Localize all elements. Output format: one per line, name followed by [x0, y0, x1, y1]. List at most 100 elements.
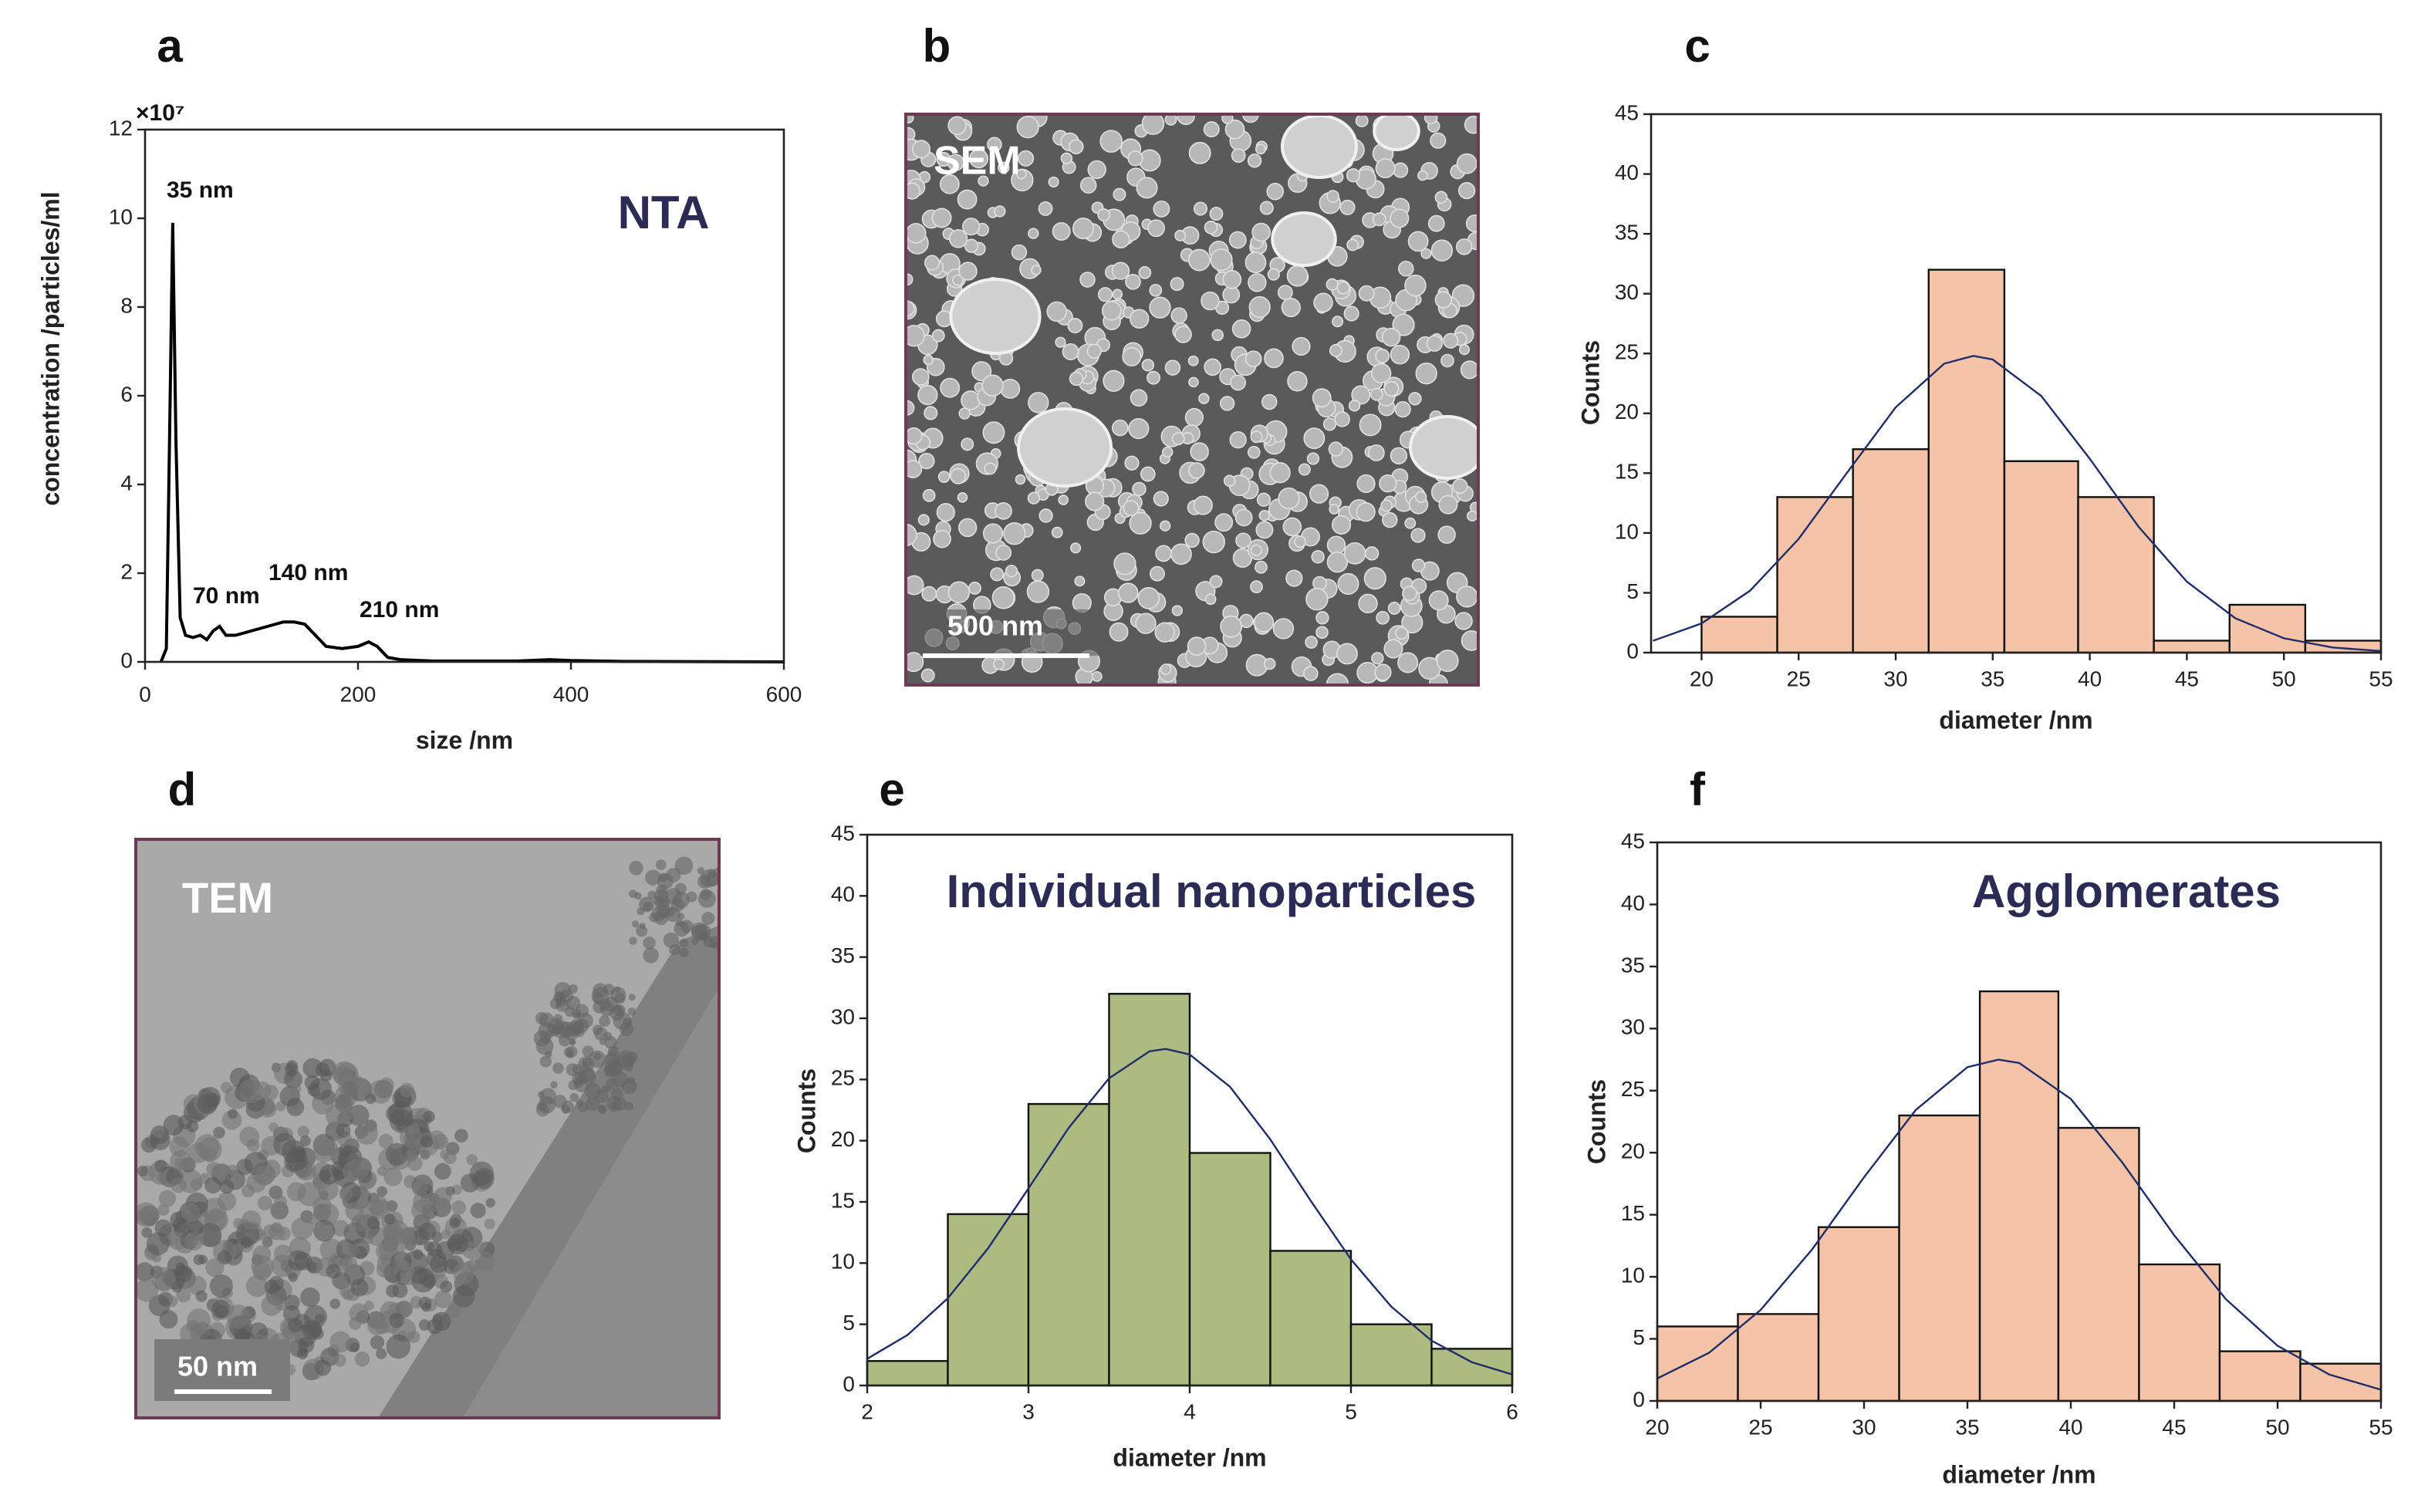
- particle: [1259, 201, 1274, 215]
- cluster: [432, 1133, 449, 1150]
- particle: [1415, 491, 1427, 504]
- cluster: [287, 1250, 309, 1271]
- y-axis-label: Counts: [1582, 1079, 1610, 1164]
- x-tick-label: 35: [1981, 667, 2004, 690]
- particle: [1309, 484, 1329, 504]
- cluster: [451, 1200, 467, 1215]
- particle: [1074, 575, 1086, 587]
- cluster: [326, 1264, 341, 1279]
- x-tick-label: 40: [2058, 1415, 2082, 1439]
- particle: [1111, 262, 1130, 280]
- y-tick-label: 45: [1615, 100, 1639, 124]
- y-tick-label: 0: [1626, 639, 1639, 663]
- cluster: [677, 913, 685, 920]
- particle: [1210, 248, 1233, 272]
- particle: [1137, 586, 1160, 609]
- particle: [1381, 327, 1401, 347]
- cluster: [539, 1055, 552, 1068]
- cluster: [647, 890, 657, 899]
- particle: [1190, 442, 1209, 461]
- particle: [1135, 613, 1157, 634]
- cluster: [701, 912, 715, 925]
- particle: [957, 492, 968, 503]
- cluster: [447, 1234, 468, 1255]
- cluster: [241, 1210, 262, 1230]
- particle: [1434, 291, 1452, 309]
- cluster: [582, 1058, 593, 1068]
- particle: [906, 460, 923, 479]
- y-tick-label: 0: [1633, 1387, 1645, 1411]
- cluster: [578, 1065, 595, 1083]
- particle: [1455, 238, 1473, 255]
- annotation: 35 nm: [167, 177, 234, 203]
- cluster: [535, 1012, 549, 1025]
- image-title: TEM: [182, 873, 273, 922]
- particle: [1269, 462, 1291, 484]
- particle: [1112, 289, 1123, 300]
- particle: [982, 421, 1005, 444]
- particle: [1221, 114, 1234, 124]
- y-tick-label: 5: [1633, 1325, 1645, 1349]
- particle: [920, 668, 935, 683]
- cluster: [376, 1348, 387, 1359]
- cluster: [309, 1078, 332, 1101]
- particle: [1281, 297, 1301, 318]
- cluster: [141, 1227, 153, 1238]
- particle: [1287, 370, 1308, 392]
- cluster: [146, 1232, 170, 1256]
- cluster: [485, 1198, 495, 1208]
- y-tick-label: 2: [120, 559, 133, 583]
- particle: [931, 329, 945, 343]
- bar: [1349, 1323, 1433, 1387]
- y-tick-label: 6: [120, 382, 133, 406]
- particle: [1230, 374, 1247, 391]
- cluster: [219, 1180, 235, 1194]
- particle: [1313, 292, 1333, 312]
- particle: [1255, 143, 1266, 155]
- sem-frame: [904, 113, 1480, 687]
- plot-frame: [1656, 841, 2383, 1402]
- cluster: [623, 1061, 634, 1072]
- particle: [1174, 326, 1192, 343]
- panel-letter: e: [879, 764, 904, 815]
- cluster: [604, 1036, 617, 1049]
- particle: [923, 354, 934, 366]
- cluster: [603, 984, 615, 996]
- bar: [2228, 603, 2307, 654]
- x-tick-label: 6: [1506, 1399, 1518, 1423]
- particle: [1256, 492, 1271, 507]
- particle: [1457, 182, 1476, 200]
- particle: [906, 427, 923, 445]
- cluster: [158, 1190, 177, 1207]
- y-tick-label: 10: [109, 204, 133, 228]
- particle: [1298, 463, 1311, 476]
- cluster: [313, 1220, 336, 1242]
- particle: [1069, 371, 1084, 386]
- y-tick-label: 35: [1615, 221, 1639, 245]
- particle: [1103, 370, 1125, 392]
- particle: [1404, 517, 1417, 529]
- cluster: [306, 1213, 319, 1226]
- cluster: [273, 1132, 296, 1156]
- cluster: [411, 1180, 428, 1196]
- cluster: [423, 1110, 435, 1123]
- cluster: [345, 1201, 364, 1221]
- particle: [1411, 559, 1426, 572]
- cluster: [141, 1137, 157, 1153]
- particle: [1356, 502, 1376, 522]
- cluster: [552, 1062, 564, 1074]
- particle: [1069, 139, 1084, 154]
- particle: [1244, 350, 1262, 368]
- bar: [1737, 1313, 1820, 1402]
- cluster: [315, 1314, 325, 1324]
- cluster: [470, 1203, 486, 1219]
- cluster: [627, 1007, 637, 1016]
- cluster: [300, 1287, 320, 1308]
- particle: [1402, 586, 1417, 602]
- particle: [912, 368, 930, 386]
- particle: [1052, 222, 1071, 241]
- cluster: [608, 1061, 623, 1076]
- y-tick-label: 45: [831, 821, 855, 845]
- particle: [1000, 378, 1021, 399]
- cluster: [137, 1166, 148, 1176]
